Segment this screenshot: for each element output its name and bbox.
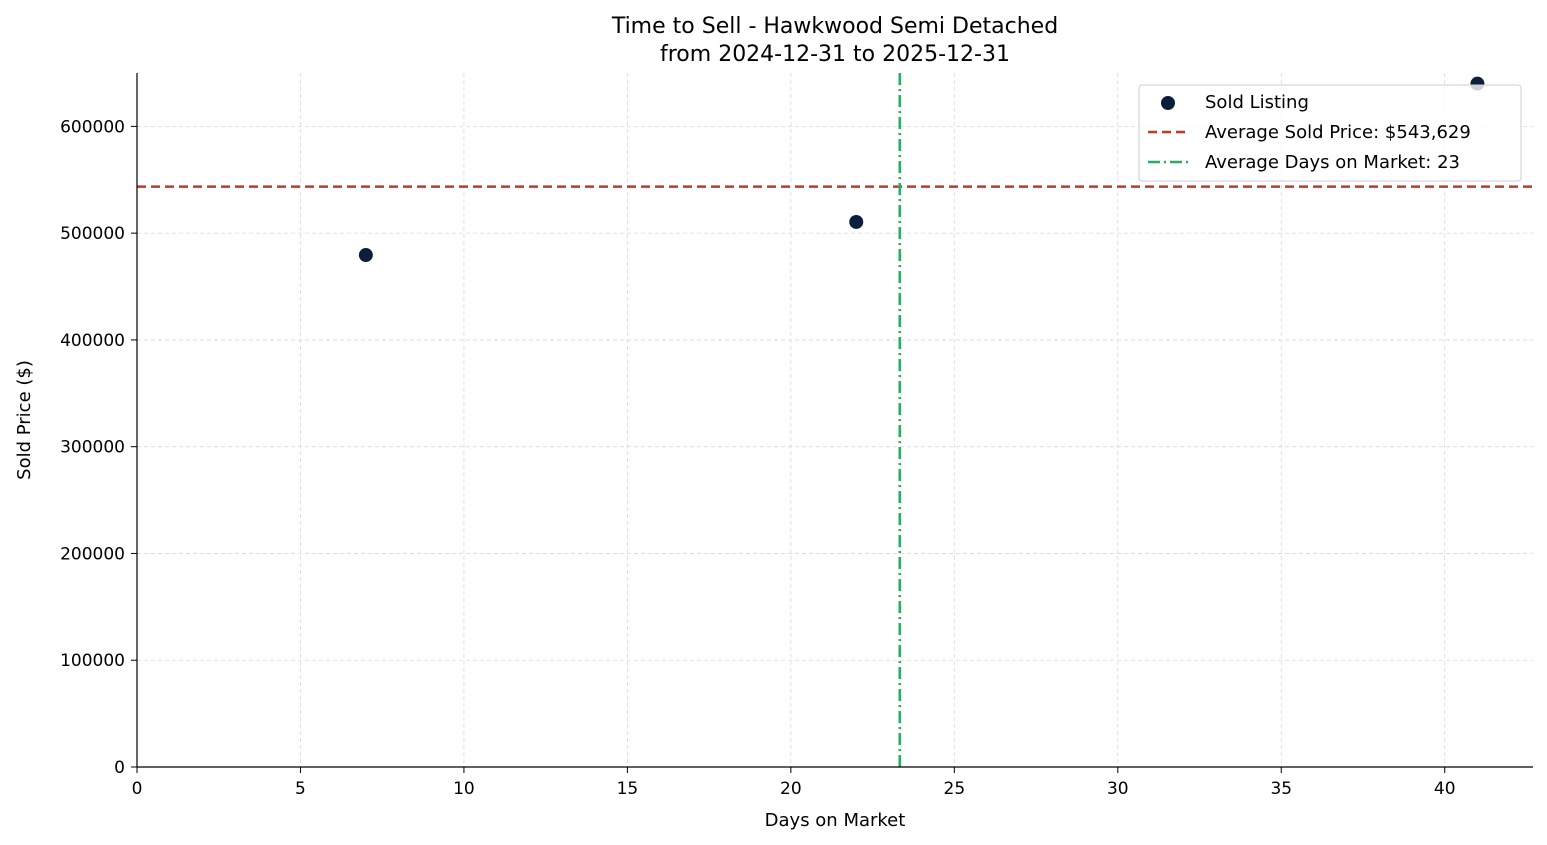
legend: Sold Listing Average Sold Price: $543,62… — [1138, 84, 1522, 182]
y-tick-label: 300000 — [60, 438, 125, 458]
grid-lines — [137, 73, 1533, 767]
y-tick-label: 500000 — [60, 224, 125, 244]
x-tick-label: 20 — [780, 779, 802, 799]
reference-lines — [137, 73, 1533, 767]
x-tick-label: 40 — [1434, 779, 1456, 799]
x-tick-label: 5 — [295, 779, 306, 799]
x-tick-label: 0 — [132, 779, 143, 799]
legend-label-sold-listing: Sold Listing — [1205, 92, 1309, 113]
y-tick-label: 100000 — [60, 651, 125, 671]
x-axis-ticks: 0 5 10 15 20 25 30 35 40 — [132, 767, 1456, 799]
x-axis-label: Days on Market — [765, 810, 906, 831]
y-tick-label: 0 — [114, 758, 125, 778]
x-tick-label: 30 — [1107, 779, 1129, 799]
x-tick-label: 25 — [944, 779, 966, 799]
x-tick-label: 15 — [617, 779, 639, 799]
chart-title: Time to Sell - Hawkwood Semi Detached — [611, 14, 1058, 39]
legend-label-avg-price: Average Sold Price: $543,629 — [1205, 122, 1471, 143]
y-axis-ticks: 0 100000 200000 300000 400000 500000 600000 — [60, 117, 137, 778]
legend-box — [1138, 84, 1522, 182]
sold-listing-point — [849, 214, 864, 229]
x-tick-label: 35 — [1270, 779, 1292, 799]
chart-subtitle: from 2024-12-31 to 2025-12-31 — [660, 42, 1010, 67]
y-tick-label: 200000 — [60, 544, 125, 564]
sold-listing-point — [358, 248, 373, 263]
legend-label-avg-days: Average Days on Market: 23 — [1205, 152, 1460, 173]
legend-marker-sold-listing — [1161, 96, 1175, 110]
y-axis-label: Sold Price ($) — [14, 360, 35, 480]
x-tick-label: 10 — [453, 779, 475, 799]
y-tick-label: 600000 — [60, 117, 125, 137]
y-tick-label: 400000 — [60, 331, 125, 351]
